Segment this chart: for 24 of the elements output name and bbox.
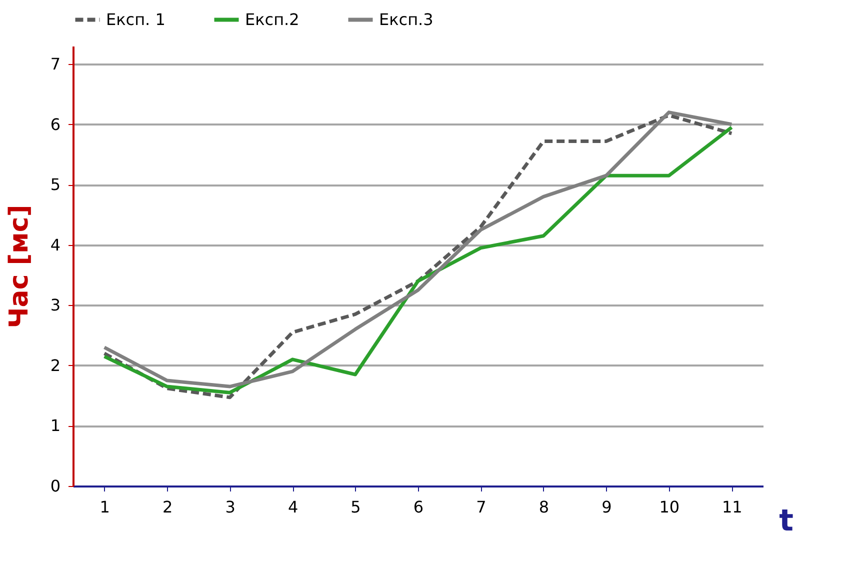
x-tick-label: 7	[476, 498, 486, 516]
x-tick-label: 10	[659, 498, 680, 516]
x-tick-label: 8	[538, 498, 550, 516]
x-axis-title: t	[779, 504, 794, 538]
x-tick-label: 11	[722, 498, 742, 516]
x-tick-label: 2	[162, 498, 173, 516]
legend-label: Експ.3	[379, 10, 434, 29]
x-tick-label: 5	[350, 498, 361, 516]
y-tick-label: 6	[50, 114, 60, 134]
y-tick-label: 4	[50, 235, 60, 254]
legend-label: Експ.2	[245, 10, 300, 29]
y-axis-title: Час [мс]	[4, 204, 34, 328]
x-tick-label: 4	[288, 498, 298, 516]
legend-label: Експ. 1	[106, 10, 166, 29]
y-tick-label: 2	[50, 356, 60, 375]
x-tick-label: 6	[413, 498, 424, 516]
x-tick-label: 3	[225, 498, 236, 516]
x-tick-label: 9	[602, 498, 612, 516]
y-tick-label: 1	[50, 416, 60, 436]
x-tick-label: 1	[100, 498, 110, 516]
y-tick-label: 0	[50, 476, 60, 496]
y-tick-label: 3	[50, 296, 60, 315]
y-tick-label: 7	[50, 54, 60, 74]
y-tick-label: 5	[50, 175, 60, 194]
